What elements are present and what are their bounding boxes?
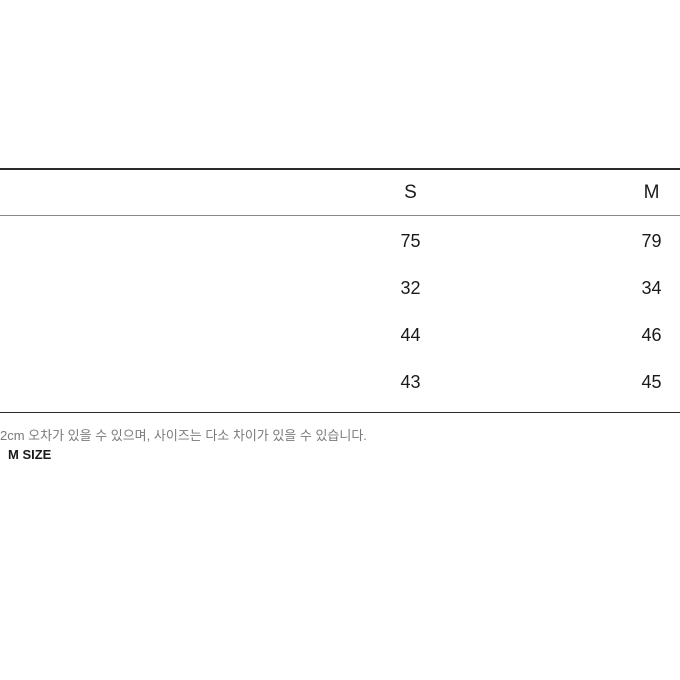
table-row: 44 46 <box>0 312 680 359</box>
table-header-row: S M <box>0 168 680 218</box>
table-row: 43 45 <box>0 359 680 406</box>
cell: 45 <box>623 359 680 406</box>
cell: 43 <box>198 359 623 406</box>
cell: 79 <box>623 218 680 265</box>
table-row: 32 34 <box>0 265 680 312</box>
size-table: S M 75 79 32 34 44 46 43 4 <box>0 168 680 406</box>
cell: 75 <box>198 218 623 265</box>
header-blank <box>0 168 198 218</box>
table-body: 75 79 32 34 44 46 43 45 <box>0 218 680 406</box>
cell: 46 <box>623 312 680 359</box>
header-m: M <box>623 168 680 218</box>
header-s: S <box>198 168 623 218</box>
cell: 32 <box>198 265 623 312</box>
table-row: 75 79 <box>0 218 680 265</box>
footnote-size: M SIZE <box>0 447 51 462</box>
cell: 44 <box>198 312 623 359</box>
size-chart: S M 75 79 32 34 44 46 43 4 <box>0 0 680 680</box>
footnote-tolerance: 2cm 오차가 있을 수 있으며, 사이즈는 다소 차이가 있을 수 있습니다. <box>0 425 367 444</box>
table-bottom-rule <box>0 412 680 413</box>
cell: 34 <box>623 265 680 312</box>
